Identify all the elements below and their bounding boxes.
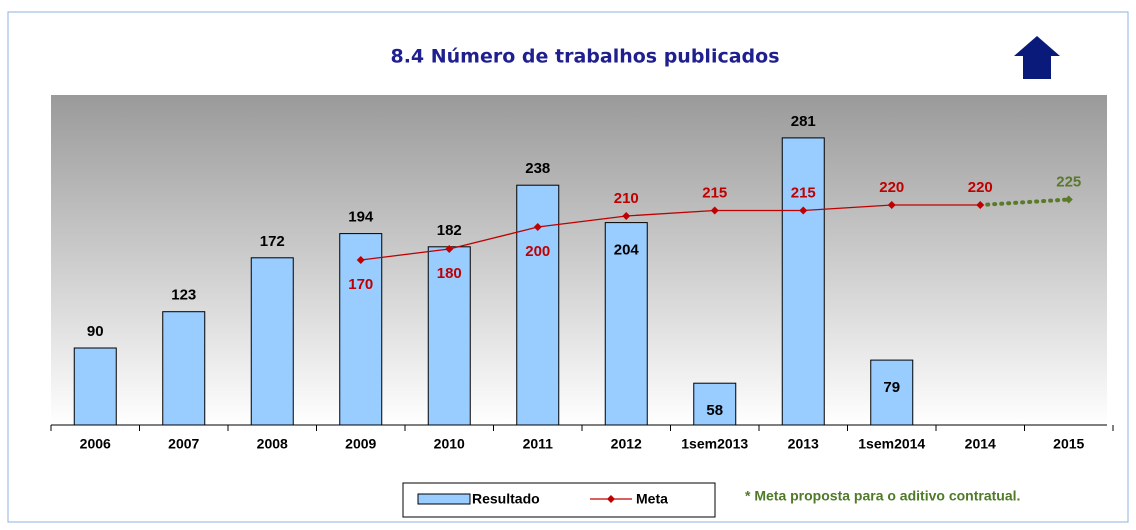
legend-swatch-marker [607, 495, 615, 503]
meta-marker [356, 256, 365, 264]
bar [162, 311, 206, 426]
meta-label: 225 [1056, 173, 1081, 190]
x-tick-label: 2011 [523, 436, 554, 452]
plot-area [51, 95, 1107, 425]
bar-label: 281 [791, 113, 816, 130]
legend-swatch-bar [417, 493, 471, 505]
x-tick-label: 2007 [168, 436, 199, 452]
meta-label: 215 [791, 184, 816, 201]
meta-label: 200 [525, 243, 550, 260]
meta-marker [445, 245, 454, 253]
meta-proposed-line [978, 197, 1071, 207]
legend-label: Meta [636, 491, 668, 507]
bar-label: 182 [437, 222, 462, 239]
bar-label: 194 [348, 209, 374, 226]
bar-label: 204 [614, 242, 640, 259]
x-tick-label: 1sem2014 [858, 436, 925, 452]
meta-line [360, 204, 981, 261]
x-tick-label: 2014 [965, 436, 996, 452]
bar-label: 238 [525, 160, 550, 177]
meta-label: 180 [437, 265, 462, 282]
x-tick-label: 2012 [611, 436, 642, 452]
meta-marker [1064, 195, 1073, 204]
x-tick-label: 2006 [80, 436, 111, 452]
meta-label: 220 [879, 179, 904, 196]
chart-title: 8.4 Número de trabalhos publicados [390, 46, 779, 68]
meta-label: 170 [348, 276, 373, 293]
bar [339, 233, 383, 426]
bar-label: 90 [87, 323, 104, 340]
x-tick-label: 2009 [345, 436, 376, 452]
meta-label: 210 [614, 190, 639, 207]
bar-label: 172 [260, 233, 285, 250]
meta-label: 215 [702, 184, 727, 201]
bar [870, 359, 914, 426]
bar [73, 347, 117, 426]
meta-marker [976, 201, 985, 209]
bar-label: 123 [171, 287, 196, 304]
bar [781, 137, 825, 426]
meta-marker [710, 206, 719, 215]
meta-marker [622, 212, 631, 220]
x-tick-label: 2010 [434, 436, 465, 452]
bar [693, 382, 737, 426]
x-tick-label: 2008 [257, 436, 288, 452]
meta-marker [533, 223, 542, 231]
up-arrow-icon[interactable] [1014, 36, 1060, 79]
meta-marker [799, 206, 808, 215]
bar [427, 246, 471, 426]
bar-label: 58 [706, 402, 723, 419]
meta-marker [887, 201, 896, 209]
bar-label: 79 [883, 379, 900, 396]
bar [516, 184, 560, 426]
x-tick-label: 2013 [788, 436, 819, 452]
bar [604, 222, 648, 426]
legend-label: Resultado [472, 491, 540, 507]
x-tick-label: 2015 [1053, 436, 1084, 452]
meta-label: 220 [968, 179, 993, 196]
x-tick-label: 1sem2013 [681, 436, 748, 452]
annotation: * Meta proposta para o aditivo contratua… [745, 488, 1020, 504]
bar [250, 257, 294, 426]
